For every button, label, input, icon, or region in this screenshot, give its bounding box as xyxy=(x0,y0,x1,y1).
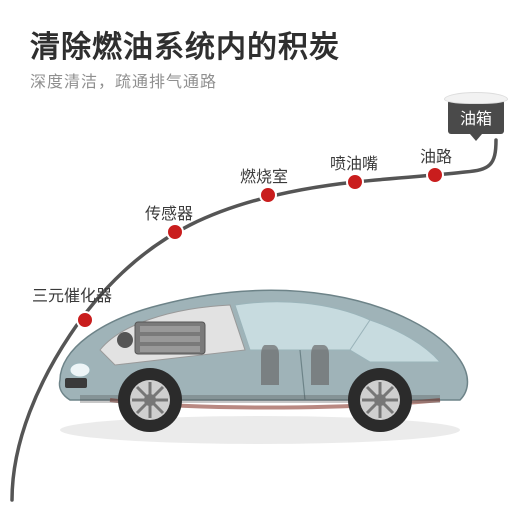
node-label-sensor: 传感器 xyxy=(145,200,193,224)
car-cutaway-illustration xyxy=(40,250,480,450)
node-dot-injector xyxy=(347,174,363,190)
node-dot-combustion xyxy=(260,187,276,203)
node-dot-sensor xyxy=(167,224,183,240)
page-title: 清除燃油系统内的积炭 xyxy=(30,22,340,66)
tank-label-text: 油箱 xyxy=(460,111,492,128)
snow-cap-icon xyxy=(444,92,508,104)
rear-wheel xyxy=(348,368,412,432)
tank-label: 油箱 xyxy=(448,100,504,134)
node-dot-fuelline xyxy=(427,167,443,183)
page-subtitle: 深度清洁，疏通排气通路 xyxy=(30,68,217,92)
node-label-combustion: 燃烧室 xyxy=(240,163,288,187)
front-wheel xyxy=(118,368,182,432)
node-label-injector: 喷油嘴 xyxy=(330,150,378,174)
node-label-fuelline: 油路 xyxy=(420,143,452,167)
